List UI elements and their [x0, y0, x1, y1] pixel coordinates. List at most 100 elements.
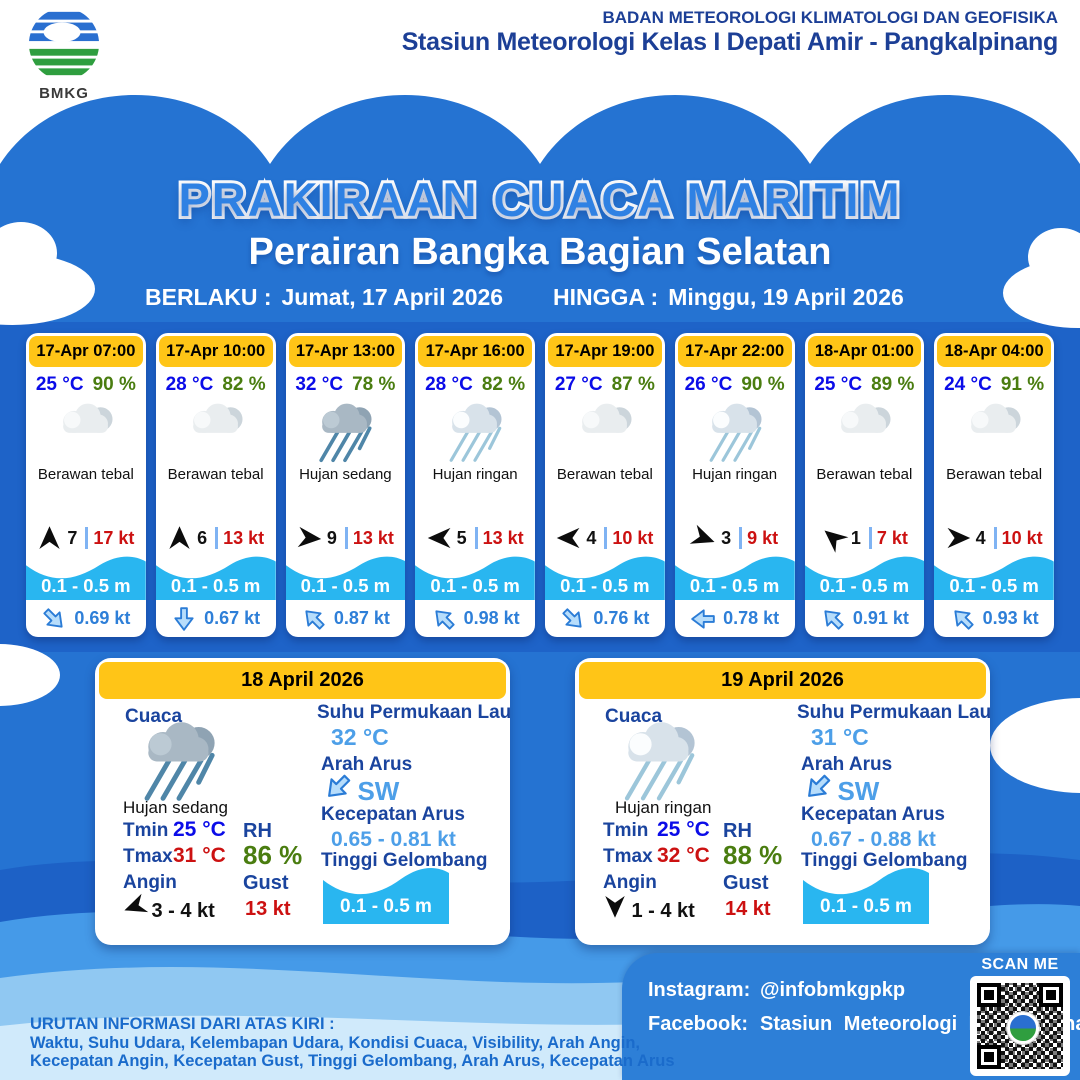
air-temperature: 28 °C [165, 374, 214, 395]
wave-height: 0.1 - 0.5 m [689, 575, 780, 596]
current-speed: 0.93 kt [982, 608, 1039, 628]
visibility-value: 1 [850, 527, 861, 548]
air-temperature: 28 °C [425, 374, 473, 395]
current-speed: 0.78 kt [723, 608, 780, 628]
hourly-time: 17-Apr 07:00 [29, 336, 143, 367]
sst-value: 32 °C [331, 724, 389, 750]
divider [215, 527, 219, 549]
tmin-value: 25 °C [657, 818, 710, 841]
current-direction-icon [690, 608, 716, 630]
instagram-handle: @infobmkgpkp [760, 979, 906, 1001]
current-speed: 0.87 kt [333, 608, 390, 628]
wind-direction-icon [688, 523, 719, 552]
visibility-value: 7 [67, 527, 78, 548]
humidity: 82 % [481, 374, 526, 395]
qr-finder [977, 983, 1001, 1007]
wind-speed: 13 kt [352, 527, 394, 548]
valid-from: BERLAKU : Jumat, 17 April 2026 [145, 284, 503, 311]
current-speed: 0.67 kt [204, 608, 261, 628]
humidity: 91 % [1000, 374, 1045, 395]
agency-name: BADAN METEOROLOGI KLIMATOLOGI DAN GEOFIS… [602, 8, 1058, 27]
wind-direction-icon [120, 893, 150, 921]
bmkg-logo: BMKG [18, 6, 110, 102]
wind-direction-icon [605, 895, 626, 919]
qr-finder [977, 1045, 1001, 1069]
divider [868, 527, 872, 549]
legend-line: Waktu, Suhu Udara, Kelembapan Udara, Kon… [30, 1033, 641, 1052]
hourly-card: 17-Apr 10:00 28 °C 82 % Berawan tebal 6 13… [155, 333, 276, 637]
wave-height: 0.1 - 0.5 m [170, 575, 261, 596]
wave-height-band: 0.1 - 0.5 m [803, 864, 929, 924]
current-dir-value: SW [837, 776, 880, 806]
current-speed: 0.91 kt [852, 608, 909, 628]
gust-label: Gust [243, 872, 289, 894]
current-speed-value: 0.65 - 0.81 kt [331, 828, 456, 851]
station-name: Stasiun Meteorologi Kelas I Depati Amir … [401, 28, 1059, 56]
rh-value: 88 % [723, 840, 783, 870]
current-direction-icon [173, 606, 195, 632]
hourly-time: 17-Apr 10:00 [158, 336, 273, 367]
sst-value: 31 °C [811, 724, 869, 750]
wave-height-band: 0.1 - 0.5 m [26, 553, 146, 600]
instagram-row: Instagram: @infobmkgpkp [648, 979, 905, 1002]
humidity: 82 % [222, 374, 266, 395]
instagram-label: Instagram: [648, 979, 751, 1001]
cloud-decoration [0, 644, 60, 706]
angin-label: Angin [603, 872, 657, 893]
weather-icon [286, 397, 406, 465]
visibility-value: 3 [721, 527, 732, 548]
current-dir-label: Arah Arus [801, 754, 893, 775]
current-dir-label: Arah Arus [321, 754, 413, 775]
qr-finder [1039, 983, 1063, 1007]
weather-icon [805, 397, 925, 465]
hourly-card: 17-Apr 07:00 25 °C 90 % Berawan tebal 7 17… [26, 333, 146, 637]
hourly-time: 17-Apr 16:00 [418, 336, 532, 367]
current-direction-icon [37, 602, 71, 636]
wind-direction-icon [556, 527, 581, 549]
daily-card: 18 April 2026 Cuaca Hujan sedang Tmin 25… [95, 658, 510, 945]
weather-icon [934, 397, 1054, 465]
weather-icon [675, 397, 795, 465]
qr-center-logo [1007, 1012, 1039, 1044]
weather-icon [121, 716, 251, 802]
cloud-decoration [0, 222, 57, 284]
wind-speed: 7 kt [876, 527, 908, 548]
current-speed: 0.98 kt [463, 608, 520, 628]
wave-height: 0.1 - 0.5 m [340, 896, 432, 917]
wave-height-band: 0.1 - 0.5 m [323, 864, 449, 924]
legend-title: URUTAN INFORMASI DARI ATAS KIRI : [30, 1015, 335, 1033]
weather-icon [415, 397, 535, 465]
legend-line: Kecepatan Angin, Kecepatan Gust, Tinggi … [30, 1052, 675, 1070]
weather-icon [545, 397, 665, 465]
wave-label: Tinggi Gelombang [801, 850, 968, 871]
visibility-value: 5 [456, 527, 467, 548]
rh-label: RH [723, 820, 752, 842]
valid-from-label: BERLAKU : [145, 284, 272, 310]
wave-height: 0.1 - 0.5 m [560, 575, 650, 596]
cuaca-label: Cuaca [125, 706, 183, 727]
current-speed: 0.69 kt [74, 608, 131, 628]
visibility-value: 4 [975, 527, 986, 548]
visibility-value: 4 [586, 527, 597, 548]
humidity: 90 % [741, 374, 785, 395]
current-speed-label: Kecepatan Arus [801, 804, 945, 825]
tmax-value: 32 °C [657, 844, 710, 867]
angin-label: Angin [123, 872, 177, 893]
wave-scallop-border [0, 60, 1080, 172]
current-direction-icon [798, 767, 838, 807]
hourly-card: 17-Apr 16:00 28 °C 82 % Hujan ringan 5 13 … [415, 333, 535, 637]
wave-height: 0.1 - 0.5 m [949, 575, 1039, 596]
divider [85, 527, 89, 549]
current-speed: 0.76 kt [593, 608, 650, 628]
tmax-label: Tmax [603, 846, 653, 867]
tmax-value: 31 °C [173, 844, 226, 867]
wave-height: 0.1 - 0.5 m [41, 575, 131, 596]
air-temperature: 25 °C [35, 374, 84, 395]
wind-direction-icon [946, 527, 971, 549]
area-subtitle: Perairan Bangka Bagian Selatan [248, 231, 832, 273]
gust-value: 13 kt [245, 898, 291, 920]
hourly-time: 17-Apr 13:00 [288, 336, 403, 367]
wind-speed: 13 kt [482, 527, 524, 548]
wind-speed: 10 kt [612, 527, 654, 548]
